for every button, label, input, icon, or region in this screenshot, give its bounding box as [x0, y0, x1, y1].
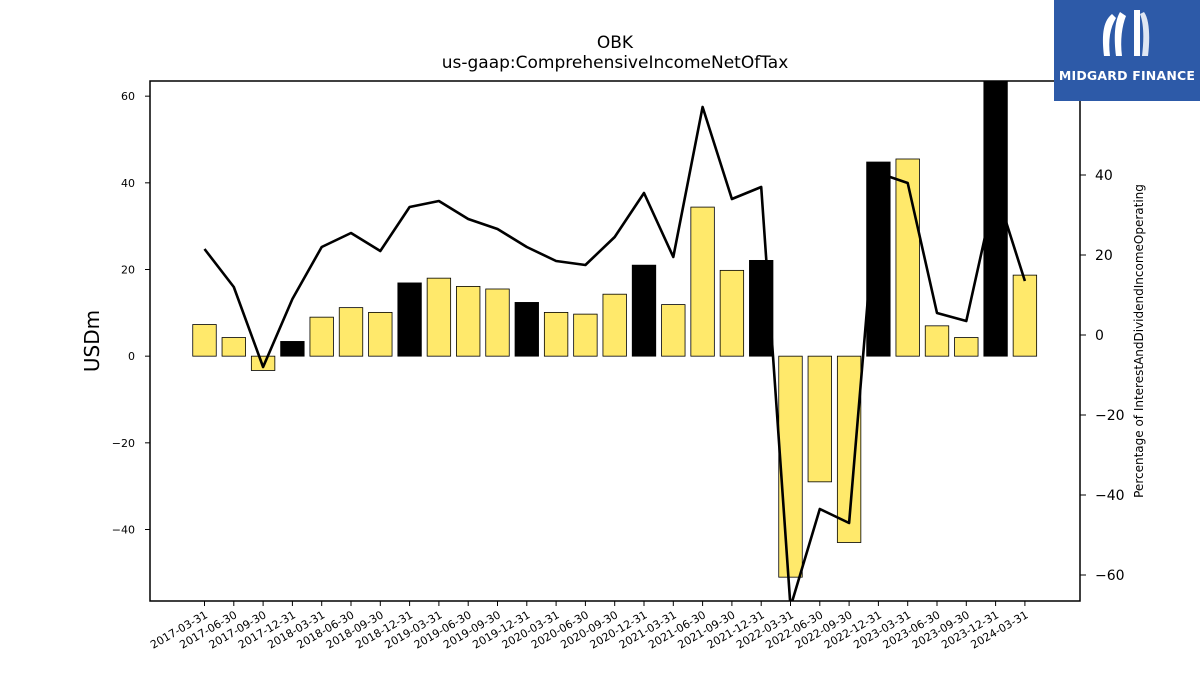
bar-2017-12-31 — [280, 341, 305, 357]
bar-2018-09-30 — [368, 311, 393, 357]
bar-2020-09-30 — [602, 293, 627, 357]
line-group — [203, 105, 1027, 601]
y2-tick-label: 20 — [1095, 248, 1113, 264]
bar-2021-03-31 — [661, 304, 686, 357]
bar-2017-06-30 — [221, 337, 246, 357]
brand-name: MIDGARD FINANCE — [1058, 68, 1196, 83]
brand-mark-icon — [1102, 10, 1150, 56]
bar-2023-09-30 — [954, 337, 979, 357]
line-series — [203, 105, 1027, 601]
bar-2022-06-30 — [807, 355, 832, 483]
bar-2018-03-31 — [309, 316, 334, 357]
y-tick-label: −40 — [112, 524, 135, 537]
bar-2021-09-30 — [719, 269, 745, 357]
bar-2021-06-30 — [690, 206, 715, 357]
bar-2018-12-31 — [397, 282, 422, 357]
y-tick-label: 0 — [128, 350, 135, 363]
chart-subtitle: us-gaap:ComprehensiveIncomeNetOfTax — [442, 53, 789, 73]
y-tick-label: −20 — [112, 437, 135, 450]
y-tick-label: 60 — [121, 90, 135, 103]
chart-title: OBK — [597, 33, 634, 53]
bar-2019-06-30 — [456, 285, 481, 357]
bar-2019-03-31 — [426, 277, 452, 357]
y-axis-label: USDm — [80, 310, 104, 372]
bar-2020-06-30 — [573, 313, 598, 357]
y-tick-label: 40 — [121, 177, 135, 190]
y2-tick-label: −20 — [1095, 408, 1125, 424]
bar-2017-03-31 — [192, 324, 217, 357]
y2-tick-label: −40 — [1095, 488, 1125, 504]
y-tick-label: 20 — [121, 264, 135, 277]
bars-group — [192, 81, 1038, 578]
bar-2019-12-31 — [514, 302, 539, 357]
y2-tick-label: 40 — [1095, 168, 1113, 184]
bar-2023-06-30 — [924, 325, 950, 357]
y2-axis-label: Percentage of InterestAndDividendIncomeO… — [1132, 184, 1146, 498]
bar-2023-12-31 — [983, 81, 1008, 357]
axes-group: −40−200204060−60−40−20020402017-03-31201… — [112, 90, 1125, 651]
bar-2022-09-30 — [836, 355, 862, 543]
bar-2020-03-31 — [543, 311, 569, 357]
bar-2020-12-31 — [631, 264, 657, 357]
bar-2022-03-31 — [778, 355, 803, 578]
bar-2018-06-30 — [338, 307, 364, 357]
y2-tick-label: 0 — [1095, 328, 1104, 344]
y2-tick-label: −60 — [1095, 568, 1125, 584]
bar-2024-03-31 — [1012, 274, 1038, 357]
bar-2022-12-31 — [866, 161, 891, 357]
bar-2019-09-30 — [485, 288, 510, 357]
brand-logo: MIDGARD FINANCE — [1054, 0, 1200, 101]
